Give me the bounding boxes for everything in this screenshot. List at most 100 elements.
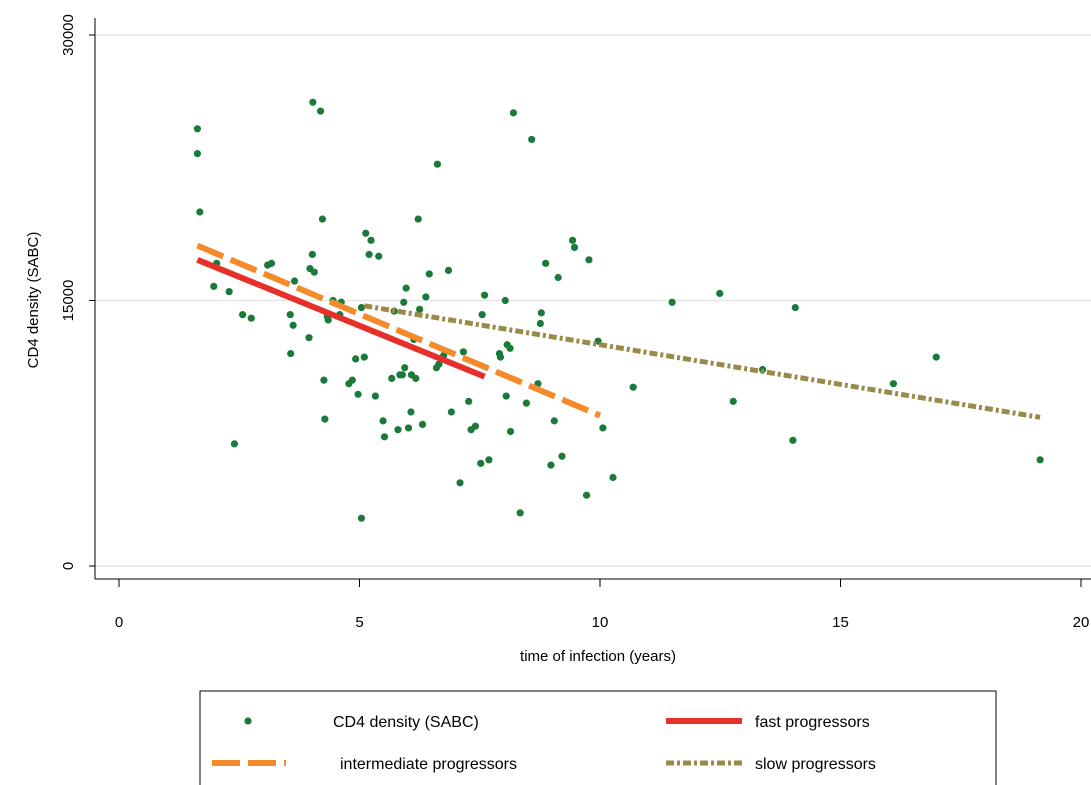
data-point (360, 353, 368, 361)
y-tick-label: 0 (60, 562, 77, 570)
data-point (585, 256, 593, 264)
data-point (193, 125, 202, 133)
legend-label-points: CD4 density (SABC) (333, 714, 479, 731)
data-point (456, 479, 464, 487)
data-point (447, 408, 455, 416)
data-point (289, 321, 297, 329)
data-point (509, 109, 518, 117)
data-point (402, 284, 410, 292)
axes: 0 15000 30000 0 5 10 15 20 (60, 14, 1091, 631)
x-tick-label: 5 (355, 614, 363, 631)
data-point (230, 440, 239, 448)
data-point (210, 282, 218, 290)
data-point (506, 427, 515, 436)
data-point (379, 417, 387, 425)
y-axis-title: CD4 density (SABC) (25, 232, 42, 369)
y-tick-label: 30000 (60, 14, 77, 56)
data-point (629, 383, 637, 391)
fast-progressors-line (196, 257, 486, 380)
data-point (318, 215, 327, 223)
data-point (506, 344, 514, 352)
data-point (348, 376, 356, 384)
data-point (599, 424, 607, 432)
legend-frame (199, 690, 997, 785)
legend-label-slow: slow progressors (755, 756, 876, 773)
data-point (357, 514, 366, 522)
data-point (309, 98, 317, 106)
data-point (444, 266, 453, 275)
data-point (716, 289, 724, 298)
data-point (225, 288, 233, 296)
x-tick-label: 0 (115, 614, 123, 631)
x-tick-label: 15 (832, 614, 849, 631)
data-point (465, 397, 473, 405)
data-point (305, 334, 313, 342)
data-point (478, 311, 486, 319)
data-point (310, 268, 318, 276)
data-point (239, 311, 247, 319)
data-point (367, 236, 375, 244)
data-point (365, 250, 373, 259)
data-point (516, 509, 524, 517)
data-point (459, 348, 467, 356)
data-point (568, 236, 577, 244)
data-point (416, 305, 424, 313)
data-point (362, 229, 370, 237)
data-point (401, 364, 409, 372)
data-point (932, 353, 940, 361)
data-point (582, 491, 591, 499)
data-point (422, 293, 430, 301)
x-tick-label: 20 (1073, 614, 1090, 631)
data-point (375, 252, 383, 260)
data-point (496, 353, 505, 361)
y-tick-label: 15000 (60, 280, 77, 322)
data-point (1036, 456, 1044, 464)
x-axis-title: time of infection (years) (520, 648, 676, 665)
intermediate-progressors-line (196, 242, 602, 419)
data-point (791, 303, 799, 312)
data-point (321, 415, 329, 423)
data-point (418, 420, 427, 428)
data-point (480, 291, 489, 299)
legend-swatch-points (244, 717, 252, 725)
data-point (352, 355, 360, 363)
data-point (433, 160, 442, 168)
data-point (371, 392, 379, 400)
data-point (570, 243, 579, 251)
trend-lines (196, 242, 1041, 420)
data-point (425, 270, 433, 278)
data-point (357, 303, 366, 312)
data-point (247, 314, 255, 322)
data-point (267, 259, 276, 267)
data-point (554, 273, 562, 282)
data-point (502, 392, 510, 400)
data-point (789, 436, 797, 444)
data-point (485, 456, 493, 464)
data-point (286, 311, 294, 319)
data-point (522, 399, 531, 407)
data-point (435, 360, 443, 368)
data-point (354, 390, 362, 398)
data-point (287, 350, 295, 358)
data-point (412, 374, 420, 382)
data-point (316, 107, 325, 115)
data-point (542, 259, 550, 267)
data-point (414, 215, 422, 223)
data-point (320, 376, 328, 384)
legend-label-intermediate: intermediate progressors (340, 756, 517, 773)
data-point (400, 298, 408, 306)
data-point (196, 208, 204, 216)
data-point (477, 459, 485, 467)
data-point (550, 417, 558, 425)
data-point (528, 135, 536, 144)
data-point (290, 277, 299, 285)
data-point (308, 250, 316, 259)
data-point (193, 149, 202, 158)
data-point (388, 374, 396, 382)
data-point (380, 433, 389, 441)
legend-label-fast: fast progressors (755, 714, 870, 731)
gridlines (95, 34, 1091, 567)
data-point (547, 461, 555, 469)
data-point (324, 316, 332, 324)
